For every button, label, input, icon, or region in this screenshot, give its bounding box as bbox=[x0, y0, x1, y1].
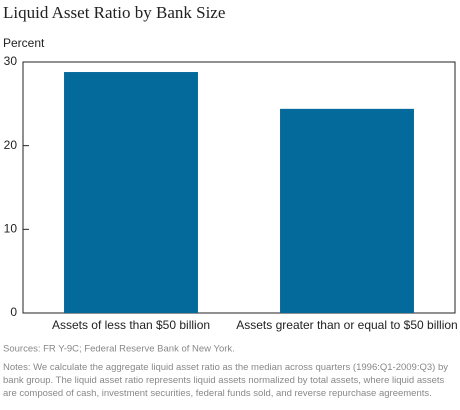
y-axis-label: Percent bbox=[3, 36, 45, 50]
y-tick-label: 30 bbox=[4, 54, 18, 68]
plot-frame bbox=[22, 61, 456, 314]
x-tick-label: Assets of less than $50 billion bbox=[52, 318, 210, 332]
x-tick-label: Assets greater than or equal to $50 bill… bbox=[236, 318, 457, 332]
chart: Liquid Asset Ratio by Bank Size Percent … bbox=[3, 3, 458, 355]
bar bbox=[280, 108, 414, 313]
chart-title: Liquid Asset Ratio by Bank Size bbox=[3, 3, 225, 22]
y-tick-label: 20 bbox=[4, 138, 18, 152]
y-tick-label: 10 bbox=[4, 222, 18, 236]
bar bbox=[64, 72, 198, 313]
source: Sources: FR Y-9C; Federal Reserve Bank o… bbox=[3, 344, 235, 355]
notes: Notes: We calculate the aggregate liquid… bbox=[3, 362, 448, 399]
y-tick-label: 0 bbox=[10, 305, 17, 319]
